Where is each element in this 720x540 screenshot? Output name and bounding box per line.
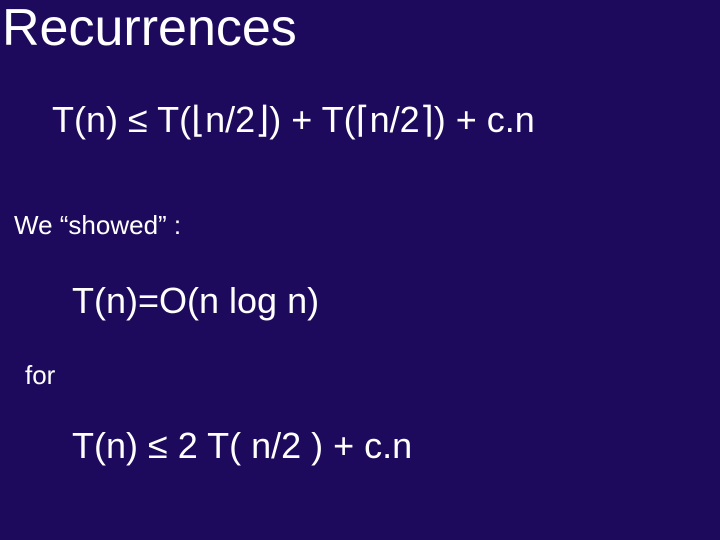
- slide-title: Recurrences: [2, 0, 297, 58]
- rceil-icon: ⌉: [420, 99, 434, 140]
- le-symbol: ≤: [128, 99, 148, 140]
- rec-mid2: ) + T(: [269, 99, 355, 140]
- recurrence-main: T(n) ≤ T(⌊n/2⌋) + T(⌈n/2⌉) + c.n: [52, 99, 535, 141]
- rec2-prefix: T(n): [72, 425, 148, 466]
- rec2-rest: 2 T( n/2 ) + c.n: [168, 425, 412, 466]
- result-formula: T(n)=O(n log n): [72, 280, 319, 322]
- rfloor-icon: ⌋: [255, 99, 269, 140]
- recurrence-simple: T(n) ≤ 2 T( n/2 ) + c.n: [72, 425, 412, 467]
- we-showed-label: We “showed” :: [14, 210, 181, 241]
- rec-mid3: ) + c.n: [434, 99, 535, 140]
- lceil-icon: ⌈: [356, 99, 370, 140]
- for-label: for: [25, 360, 55, 391]
- le-symbol-2: ≤: [148, 425, 168, 466]
- rec-half1: n/2: [205, 99, 255, 140]
- rec-prefix: T(n): [52, 99, 128, 140]
- lfloor-icon: ⌊: [191, 99, 205, 140]
- rec-half2: n/2: [370, 99, 420, 140]
- rec-mid1: T(: [148, 99, 191, 140]
